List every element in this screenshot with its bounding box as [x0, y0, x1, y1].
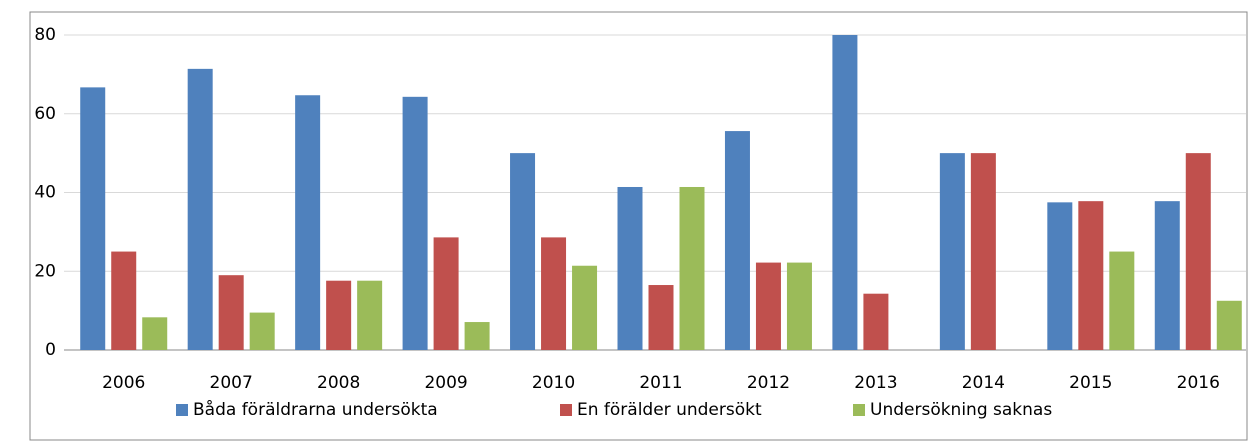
bar [510, 153, 536, 350]
bar [1078, 201, 1104, 350]
x-tick-label: 2013 [854, 373, 897, 393]
legend-label: Båda föräldrarna undersökta [193, 399, 438, 420]
x-tick-label: 2009 [424, 373, 467, 393]
bar [80, 87, 106, 351]
y-tick-label: 60 [34, 104, 56, 124]
bar [402, 96, 428, 350]
bar [863, 293, 889, 350]
bar [572, 265, 598, 350]
bar [541, 237, 567, 350]
x-tick-label: 2016 [1177, 373, 1220, 393]
legend-label: En förälder undersökt [577, 400, 762, 420]
bar [111, 251, 137, 350]
bar [218, 275, 244, 350]
legend-label: Undersökning saknas [870, 400, 1052, 420]
bar [755, 262, 781, 350]
bar [357, 280, 383, 350]
bar [187, 68, 213, 351]
bar [1154, 201, 1180, 350]
bar [249, 312, 275, 350]
bar [724, 131, 750, 350]
x-tick-label: 2006 [102, 373, 145, 393]
bar [1109, 251, 1135, 350]
bar [786, 262, 812, 350]
bar [970, 153, 996, 350]
y-tick-label: 40 [34, 183, 56, 203]
bar [433, 237, 459, 350]
bar [679, 186, 705, 350]
x-tick-label: 2014 [962, 373, 1005, 393]
bar [142, 317, 168, 350]
bar [326, 280, 352, 350]
bar [1216, 300, 1242, 350]
bar [832, 35, 858, 350]
x-tick-label: 2011 [639, 373, 682, 393]
x-tick-label: 2008 [317, 373, 360, 393]
bar [464, 322, 490, 350]
bar [617, 186, 643, 350]
x-tick-label: 2007 [210, 373, 253, 393]
y-tick-label: 0 [45, 340, 56, 360]
bar [648, 285, 674, 350]
legend-swatch [853, 404, 865, 416]
legend-swatch [560, 404, 572, 416]
y-tick-label: 20 [34, 261, 56, 281]
legend-swatch [176, 404, 188, 416]
bar [295, 95, 321, 351]
bar [939, 153, 965, 350]
bar [1185, 153, 1211, 350]
x-tick-label: 2015 [1069, 373, 1112, 393]
y-tick-label: 80 [34, 25, 56, 45]
x-tick-label: 2010 [532, 373, 575, 393]
bar [1047, 202, 1073, 350]
x-tick-label: 2012 [747, 373, 790, 393]
